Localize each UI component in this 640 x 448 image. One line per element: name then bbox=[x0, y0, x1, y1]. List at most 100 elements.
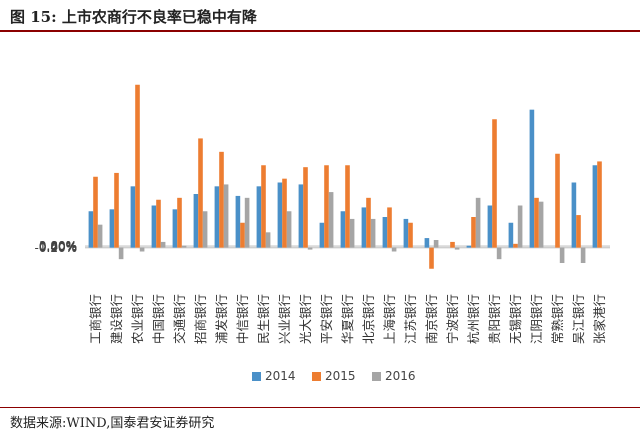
bar-2015 bbox=[492, 119, 497, 248]
bar-2015 bbox=[282, 178, 287, 248]
x-tick-label: 中信银行 bbox=[235, 294, 250, 344]
bar-2016 bbox=[454, 247, 460, 250]
bar-2014 bbox=[424, 238, 430, 248]
x-tick-label: 中国银行 bbox=[151, 294, 166, 344]
x-tick-label: 华夏银行 bbox=[340, 294, 355, 344]
bar-2016 bbox=[223, 184, 229, 248]
bar-2014 bbox=[487, 205, 493, 248]
legend: 2014 2015 2016 bbox=[252, 369, 416, 383]
bar-2015 bbox=[513, 243, 518, 248]
bar-2016 bbox=[370, 218, 376, 248]
bar-2016 bbox=[538, 201, 544, 248]
x-tick-label: 无锡银行 bbox=[508, 294, 523, 344]
bar-2014 bbox=[151, 205, 157, 248]
bar-2016 bbox=[391, 247, 397, 252]
x-tick-label: 光大银行 bbox=[298, 294, 313, 344]
bar-2016 bbox=[244, 197, 250, 248]
bar-2016 bbox=[517, 205, 523, 248]
x-tick-label: 平安银行 bbox=[319, 294, 334, 344]
y-tick-label: -0.20% bbox=[35, 241, 77, 255]
x-tick-label: 贵阳银行 bbox=[487, 294, 502, 344]
bar-2014 bbox=[235, 195, 241, 248]
bar-2015 bbox=[555, 153, 560, 248]
bar-2014 bbox=[403, 218, 409, 248]
y-tick-label: 1.00% bbox=[39, 239, 77, 253]
x-tick-label: 建设银行 bbox=[109, 294, 124, 344]
bar-2015 bbox=[345, 165, 350, 248]
bar-2015 bbox=[429, 247, 434, 269]
bar-2015 bbox=[135, 84, 140, 248]
bar-2015 bbox=[93, 176, 98, 248]
figure-title: 图 15: 上市农商行不良率已稳中有降 bbox=[10, 8, 257, 26]
bar-2015 bbox=[450, 241, 455, 248]
bar-2015 bbox=[534, 197, 539, 248]
x-tick-label: 江苏银行 bbox=[403, 294, 418, 344]
bar-2015 bbox=[261, 165, 266, 248]
bar-2016 bbox=[160, 241, 166, 248]
bar-2015 bbox=[387, 207, 392, 248]
legend-label: 2015 bbox=[325, 369, 356, 383]
x-tick-label: 交通银行 bbox=[172, 294, 187, 344]
source-divider bbox=[0, 407, 640, 408]
bar-2015 bbox=[366, 197, 371, 248]
bar-2014 bbox=[256, 186, 262, 248]
bar-2014 bbox=[571, 182, 577, 248]
bar-2014 bbox=[466, 245, 472, 248]
x-tick-label: 民生银行 bbox=[256, 294, 271, 344]
bar-2015 bbox=[471, 217, 476, 248]
bar-2016 bbox=[349, 218, 355, 248]
bar-2014 bbox=[508, 222, 514, 248]
bar-2015 bbox=[576, 215, 581, 248]
bar-chart: 1.00%0.80%0.60%0.40%0.20%0.00%-0.20% 工商银… bbox=[35, 84, 610, 383]
bar-2016 bbox=[139, 247, 145, 252]
bar-2014 bbox=[382, 217, 388, 248]
bar-2014 bbox=[298, 184, 304, 248]
y-tick-label: 0.40% bbox=[39, 240, 77, 254]
legend-swatch bbox=[252, 372, 261, 381]
bar-2016 bbox=[97, 224, 103, 248]
source-note: 数据来源:WIND,国泰君安证券研究 bbox=[10, 416, 215, 431]
bar-2014 bbox=[172, 209, 178, 248]
bar-2014 bbox=[214, 186, 220, 248]
x-axis-ticks: 工商银行 建设银行 农业银行 中国银行 交通银行 招商银行 浦发银行 中信银行 民生银行 兴业银行… bbox=[88, 294, 607, 344]
bar-2015 bbox=[303, 167, 308, 248]
bar-2016 bbox=[433, 240, 439, 248]
bar-2015 bbox=[114, 172, 119, 248]
bar-2014 bbox=[88, 211, 94, 248]
y-tick-label: 0.20% bbox=[39, 240, 77, 254]
bar-2016 bbox=[181, 245, 187, 248]
bar-2016 bbox=[118, 247, 124, 260]
bar-2014 bbox=[361, 207, 367, 248]
y-tick-label: 0.80% bbox=[39, 239, 77, 253]
y-tick-label: 0.60% bbox=[39, 240, 77, 254]
bar-2016 bbox=[265, 232, 271, 248]
bar-2014 bbox=[130, 186, 136, 248]
legend-label: 2014 bbox=[265, 369, 296, 383]
x-tick-label: 上海银行 bbox=[382, 294, 397, 344]
bar-2016 bbox=[580, 247, 586, 263]
x-tick-label: 北京银行 bbox=[361, 294, 376, 344]
bar-2015 bbox=[156, 199, 161, 248]
x-tick-label: 兴业银行 bbox=[277, 294, 292, 344]
x-tick-label: 吴江银行 bbox=[571, 294, 586, 344]
bar-2014 bbox=[340, 211, 346, 248]
bar-2015 bbox=[219, 151, 224, 248]
x-tick-label: 工商银行 bbox=[88, 294, 103, 344]
bar-2014 bbox=[529, 109, 535, 248]
x-tick-label: 浦发银行 bbox=[214, 294, 229, 344]
bar-2014 bbox=[193, 194, 199, 248]
x-tick-label: 宁波银行 bbox=[445, 294, 460, 344]
y-tick-label: 0.00% bbox=[39, 241, 77, 255]
legend-swatch bbox=[312, 372, 321, 381]
bar-2014 bbox=[319, 222, 325, 248]
bar-2016 bbox=[328, 192, 334, 248]
bar-2015 bbox=[177, 197, 182, 248]
bar-2014 bbox=[592, 165, 598, 248]
bar-2015 bbox=[408, 222, 413, 248]
bar-2014 bbox=[277, 182, 283, 248]
gridlines bbox=[85, 245, 610, 249]
bar-2016 bbox=[559, 247, 565, 263]
bar-2016 bbox=[307, 247, 313, 250]
bar-2016 bbox=[475, 197, 481, 248]
bar-2014 bbox=[109, 209, 115, 248]
